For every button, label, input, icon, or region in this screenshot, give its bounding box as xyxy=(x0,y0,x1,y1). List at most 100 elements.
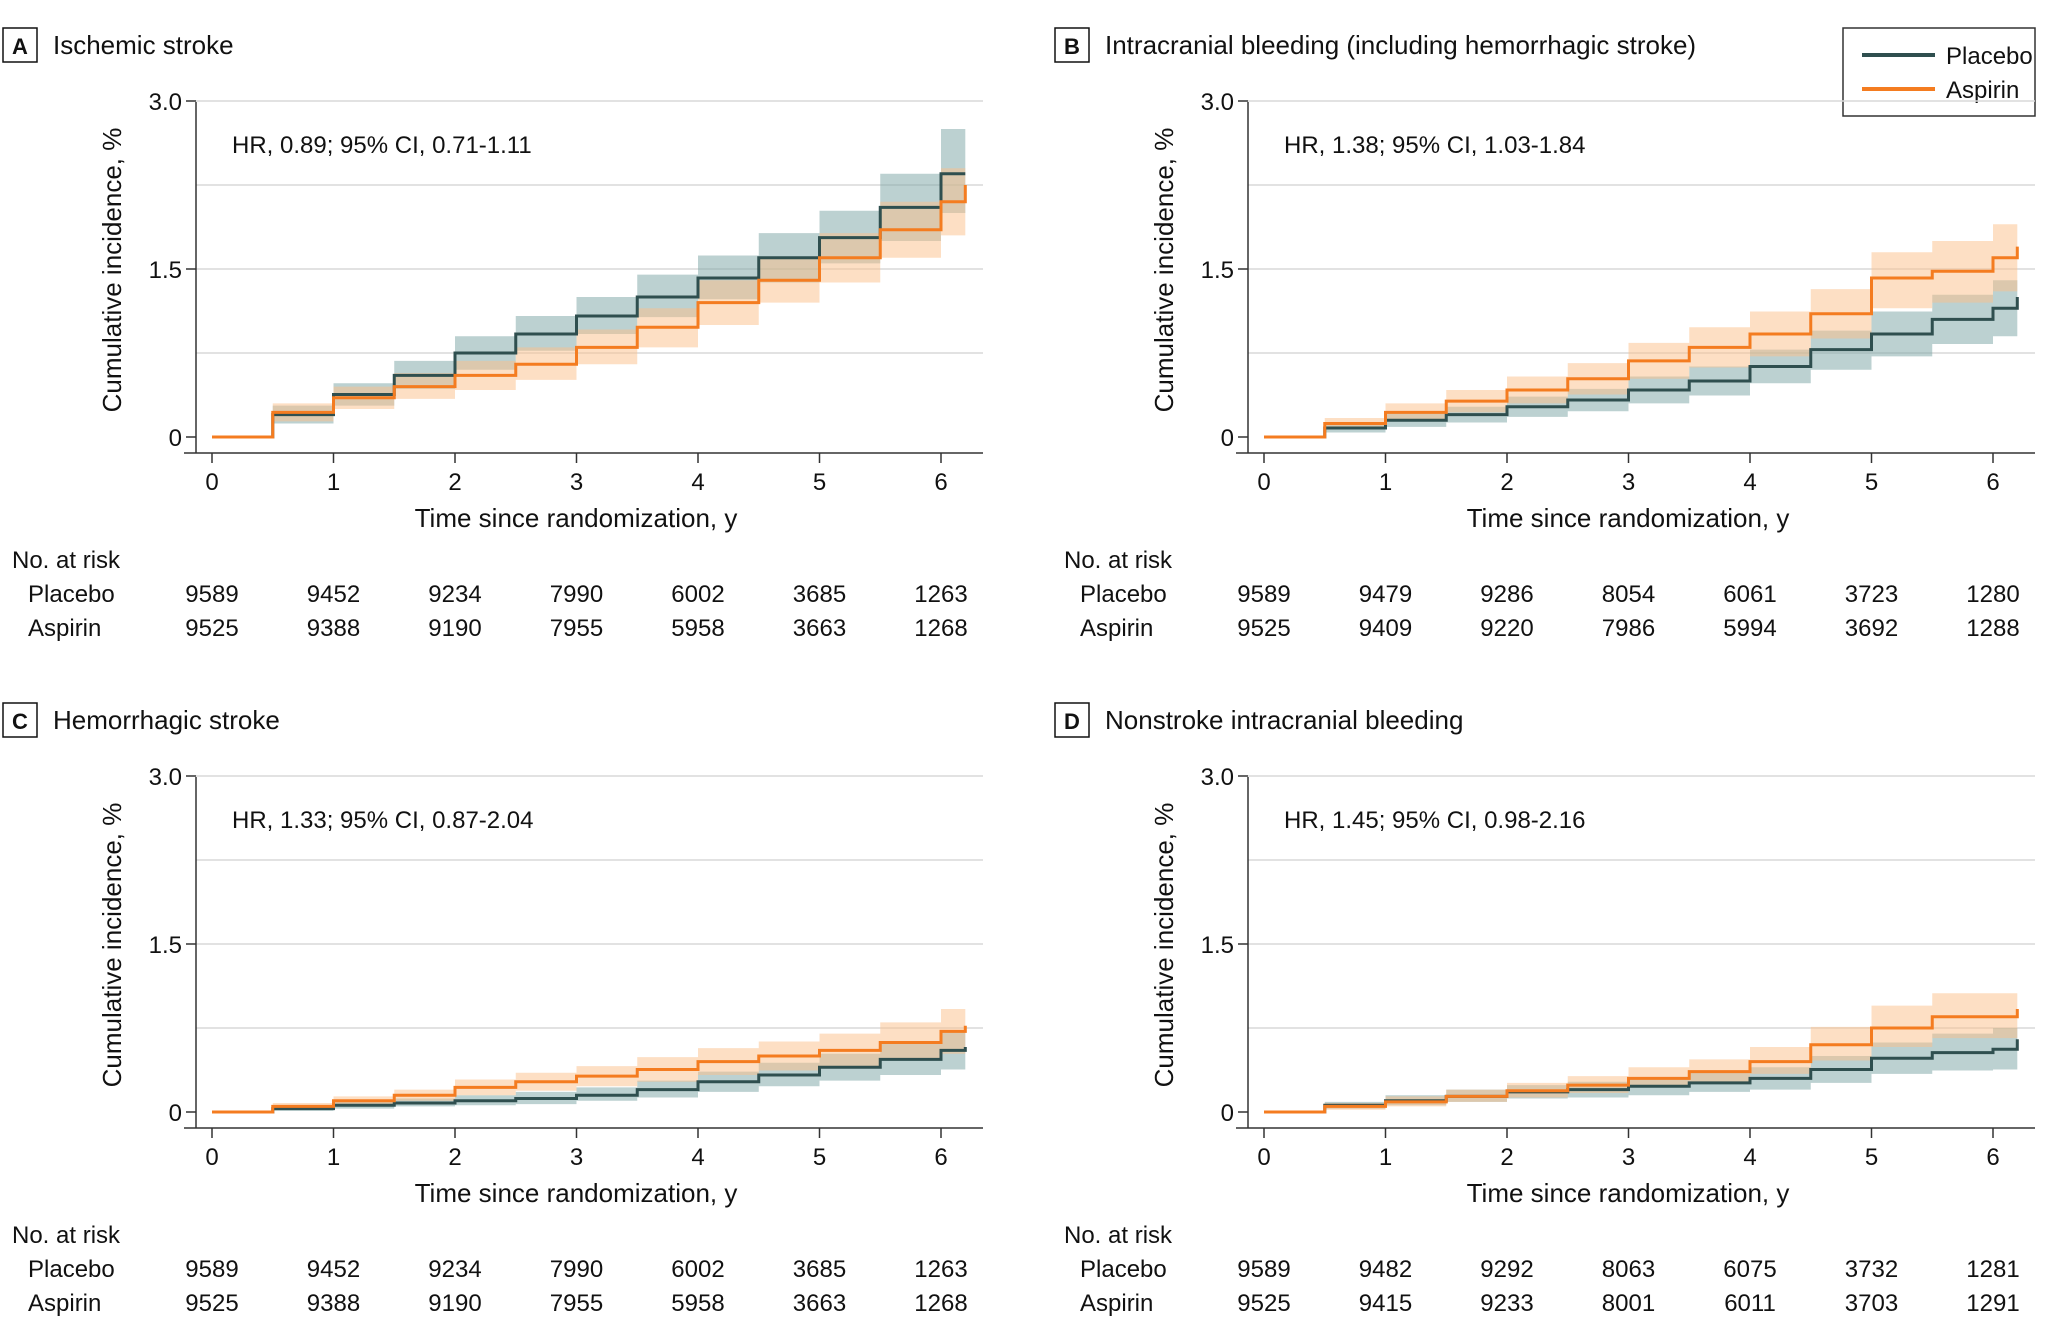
panel-c-risk-value: 9190 xyxy=(428,1290,481,1317)
panel-d-risk-value: 3732 xyxy=(1845,1256,1898,1283)
panel-c-y-tick-label: 0 xyxy=(169,1100,182,1127)
panel-a-risk-row-label-placebo: Placebo xyxy=(28,581,115,608)
panel-b-placebo-line xyxy=(1264,297,2019,439)
panel-a-risk-row-label-aspirin: Aspirin xyxy=(28,615,101,642)
panel-c-x-tick-label: 4 xyxy=(691,1144,704,1171)
panel-b-x-tick-label: 4 xyxy=(1743,469,1756,496)
panel-d-risk-row-label-aspirin: Aspirin xyxy=(1080,1290,1153,1317)
panel-d-risk-value: 9525 xyxy=(1237,1290,1290,1317)
panel-c-risk-value: 5958 xyxy=(671,1290,724,1317)
panel-a-risk-value: 3685 xyxy=(793,581,846,608)
panel-b-risk-row-label-placebo: Placebo xyxy=(1080,581,1167,608)
panel-b-risk-value: 1288 xyxy=(1966,615,2019,642)
panel-d-letter-box xyxy=(1054,702,1090,738)
panel-c-y-tick-label: 1.5 xyxy=(149,932,182,959)
panel-c-risk-value: 9525 xyxy=(185,1290,238,1317)
panel-b-aspirin-ci-band xyxy=(1264,201,2018,437)
panel-d-risk-value: 9233 xyxy=(1480,1290,1533,1317)
panel-c-risk-value: 7955 xyxy=(550,1290,603,1317)
panel-b-y-tick-label: 0 xyxy=(1221,425,1234,452)
panel-c-letter: C xyxy=(12,709,28,734)
panel-b-x-tick-label: 5 xyxy=(1865,469,1878,496)
panel-a-y-axis-title: Cumulative incidence, % xyxy=(97,128,127,413)
panel-d-x-tick-label: 4 xyxy=(1743,1144,1756,1171)
panel-b-aspirin-line xyxy=(1264,246,2019,439)
panel-b: B Intracranial bleeding (including hemorr… xyxy=(1054,27,2035,642)
panel-c-risk-value: 1268 xyxy=(914,1290,967,1317)
panel-d-risk-value: 9482 xyxy=(1359,1256,1412,1283)
panel-c-x-tick-label: 2 xyxy=(448,1144,461,1171)
panel-a-risk-value: 9234 xyxy=(428,581,481,608)
panel-a: A Ischemic stroke 0 1.5 3.0 0 1 2 3 4 5 6 Time since… xyxy=(2,27,983,642)
panel-a-x-tick-label: 1 xyxy=(327,469,340,496)
panel-d-placebo-ci-band xyxy=(1264,1011,2018,1112)
panel-a-x-tick-label: 6 xyxy=(934,469,947,496)
panel-b-y-axis-title: Cumulative incidence, % xyxy=(1149,128,1179,413)
panel-a-risk-value: 9388 xyxy=(307,615,360,642)
panel-d-risk-value: 6075 xyxy=(1723,1256,1776,1283)
panel-d-risk-value: 9292 xyxy=(1480,1256,1533,1283)
panel-a-aspirin-ci-band xyxy=(212,151,966,437)
panel-b-y-tick-label: 1.5 xyxy=(1201,257,1234,284)
panel-d-risk-value: 8001 xyxy=(1602,1290,1655,1317)
panel-d-x-tick-label: 0 xyxy=(1257,1144,1270,1171)
panel-c-x-tick-label: 5 xyxy=(813,1144,826,1171)
panel-b-risk-value: 3692 xyxy=(1845,615,1898,642)
panel-d-x-tick-label: 3 xyxy=(1622,1144,1635,1171)
panel-b-risk-value: 5994 xyxy=(1723,615,1776,642)
panel-c-risk-table-header: No. at risk xyxy=(12,1222,121,1249)
panel-b-y-tick-label: 3.0 xyxy=(1201,89,1234,116)
panel-a-placebo-line xyxy=(212,172,966,439)
panel-c: C Hemorrhagic stroke 0 1.5 3.0 0 1 2 3 4 5 6 Time si… xyxy=(2,702,983,1317)
panel-d-hr-annotation: HR, 1.45; 95% CI, 0.98-2.16 xyxy=(1284,807,1586,834)
panel-a-x-tick-label: 2 xyxy=(448,469,461,496)
panel-d-risk-row-label-placebo: Placebo xyxy=(1080,1256,1167,1283)
panel-b-risk-row-label-aspirin: Aspirin xyxy=(1080,615,1153,642)
panel-a-risk-value: 9452 xyxy=(307,581,360,608)
panel-c-risk-value: 3685 xyxy=(793,1256,846,1283)
panel-b-risk-value: 6061 xyxy=(1723,581,1776,608)
panel-b-letter: B xyxy=(1064,34,1080,59)
panel-a-letter-box xyxy=(2,27,38,63)
panel-a-risk-value: 7990 xyxy=(550,581,603,608)
panel-d-title: Nonstroke intracranial bleeding xyxy=(1105,705,1463,735)
panel-d-x-tick-label: 6 xyxy=(1986,1144,1999,1171)
panel-c-risk-value: 9589 xyxy=(185,1256,238,1283)
panel-c-risk-value: 9234 xyxy=(428,1256,481,1283)
panel-c-title: Hemorrhagic stroke xyxy=(53,705,280,735)
panel-a-x-axis-title: Time since randomization, y xyxy=(415,503,738,533)
panel-a-x-tick-label: 5 xyxy=(813,469,826,496)
panel-b-x-tick-label: 6 xyxy=(1986,469,1999,496)
panel-b-title: Intracranial bleeding (including hemorrh… xyxy=(1105,30,1696,60)
panel-c-risk-row-label-aspirin: Aspirin xyxy=(28,1290,101,1317)
panel-d-x-axis-title: Time since randomization, y xyxy=(1467,1178,1790,1208)
panel-c-x-tick-label: 1 xyxy=(327,1144,340,1171)
panel-d-x-tick-label: 2 xyxy=(1500,1144,1513,1171)
panel-c-x-tick-label: 6 xyxy=(934,1144,947,1171)
panel-a-x-tick-label: 0 xyxy=(205,469,218,496)
panel-d-x-tick-label: 5 xyxy=(1865,1144,1878,1171)
panel-b-risk-value: 9286 xyxy=(1480,581,1533,608)
panel-c-y-axis-title: Cumulative incidence, % xyxy=(97,803,127,1088)
panel-c-risk-value: 3663 xyxy=(793,1290,846,1317)
panel-a-x-tick-label: 3 xyxy=(570,469,583,496)
panel-a-risk-value: 7955 xyxy=(550,615,603,642)
panel-a-y-tick-label: 0 xyxy=(169,425,182,452)
panel-a-hr-annotation: HR, 0.89; 95% CI, 0.71-1.11 xyxy=(232,132,532,159)
panel-c-letter-box xyxy=(2,702,38,738)
panel-a-aspirin-line xyxy=(212,185,967,439)
panel-c-placebo-line xyxy=(212,1047,967,1114)
panel-c-risk-row-label-placebo: Placebo xyxy=(28,1256,115,1283)
panel-c-risk-value: 7990 xyxy=(550,1256,603,1283)
panel-b-x-tick-label: 1 xyxy=(1379,469,1392,496)
panel-d-letter: D xyxy=(1064,709,1080,734)
panel-b-x-tick-label: 0 xyxy=(1257,469,1270,496)
panel-b-x-axis-title: Time since randomization, y xyxy=(1467,503,1790,533)
panel-d-risk-value: 8063 xyxy=(1602,1256,1655,1283)
panel-d-aspirin-line xyxy=(1264,1008,2019,1114)
panel-b-risk-value: 8054 xyxy=(1602,581,1655,608)
panel-d-risk-value: 9589 xyxy=(1237,1256,1290,1283)
legend: Placebo Aspirin xyxy=(1842,27,2036,117)
panel-d-risk-value: 6011 xyxy=(1724,1290,1776,1317)
